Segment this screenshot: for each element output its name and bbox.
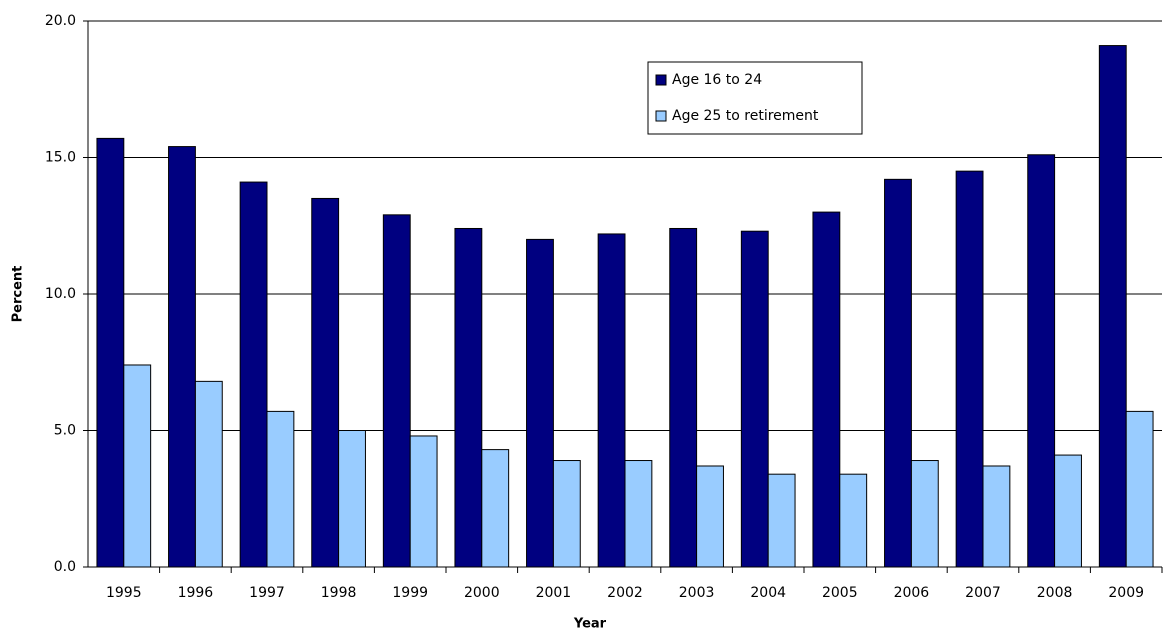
- bar: [552, 460, 581, 568]
- y-tick-label: 15.0: [45, 150, 76, 166]
- x-tick-label: 1997: [249, 585, 285, 601]
- bar: [409, 435, 438, 568]
- bar: [194, 380, 223, 568]
- legend-swatch: [655, 74, 667, 86]
- bar: [955, 170, 984, 568]
- bar: [239, 181, 268, 568]
- bar: [884, 178, 912, 568]
- legend-label: Age 25 to retirement: [672, 108, 819, 124]
- legend-label: Age 16 to 24: [672, 72, 762, 88]
- x-tick-label: 2004: [750, 585, 786, 601]
- bar: [123, 364, 152, 568]
- x-tick-label: 2006: [894, 585, 930, 601]
- x-axis-title: Year: [573, 617, 607, 632]
- x-tick-label: 1996: [178, 585, 214, 601]
- x-tick-label: 2008: [1037, 585, 1073, 601]
- x-tick-label: 1999: [392, 585, 428, 601]
- x-tick-label: 1998: [321, 585, 357, 601]
- x-tick-label: 2005: [822, 585, 858, 601]
- bar: [96, 137, 125, 568]
- bar: [454, 227, 483, 568]
- x-tick-label: 2003: [679, 585, 715, 601]
- bar: [767, 473, 796, 568]
- bar: [526, 238, 554, 568]
- bar: [338, 430, 366, 568]
- bar: [839, 473, 868, 568]
- y-tick-label: 5.0: [54, 423, 76, 439]
- bar: [1027, 154, 1056, 568]
- x-tick-label: 2001: [536, 585, 572, 601]
- y-tick-label: 0.0: [54, 559, 76, 575]
- x-tick-label: 2002: [607, 585, 643, 601]
- y-axis-title: Percent: [11, 266, 26, 323]
- bar: [1125, 410, 1154, 568]
- bar: [910, 460, 939, 568]
- x-tick-label: 2009: [1108, 585, 1144, 601]
- bar: [168, 146, 196, 568]
- bar: [696, 465, 724, 568]
- y-tick-label: 10.0: [45, 286, 76, 302]
- y-tick-label: 20.0: [45, 13, 76, 29]
- bar: [624, 460, 653, 568]
- bar: [1054, 454, 1082, 568]
- bar: [481, 449, 510, 568]
- legend-box: [647, 61, 863, 135]
- bar: [382, 214, 411, 568]
- bar: [1098, 45, 1127, 568]
- bar: [266, 410, 295, 568]
- bar: [597, 233, 626, 568]
- x-tick-label: 2007: [965, 585, 1001, 601]
- x-tick-label: 1995: [106, 585, 142, 601]
- x-tick-label: 2000: [464, 585, 500, 601]
- bar: [812, 211, 841, 568]
- bar: [740, 230, 769, 568]
- bar: [669, 227, 698, 568]
- bar: [982, 465, 1011, 568]
- legend-swatch: [655, 110, 667, 122]
- bar: [311, 197, 340, 568]
